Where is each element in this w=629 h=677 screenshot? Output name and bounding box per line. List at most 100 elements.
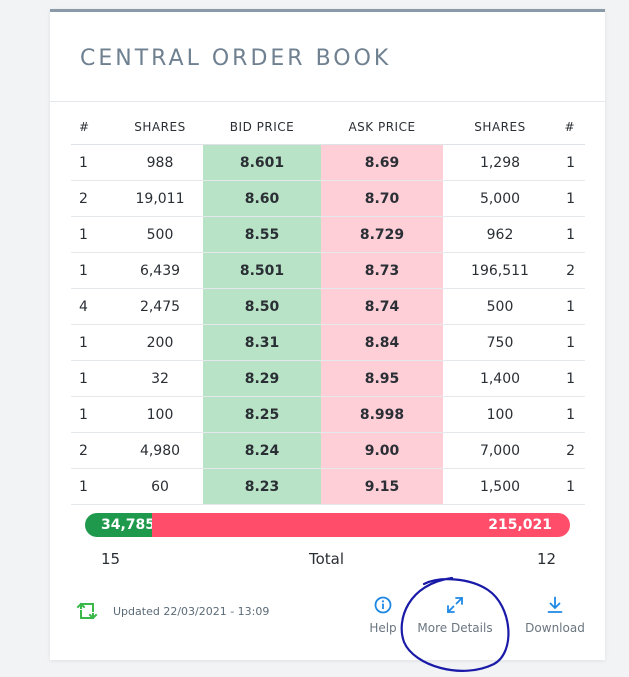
ask-count-cell: 1 bbox=[557, 144, 585, 181]
ask-price-cell: 8.69 bbox=[321, 144, 443, 181]
info-icon bbox=[374, 596, 392, 614]
bid-count-cell: 1 bbox=[71, 324, 117, 361]
ask-price-cell: 8.70 bbox=[321, 180, 443, 217]
bid-count-cell: 1 bbox=[71, 468, 117, 505]
table-row: 1 6,439 8.501 8.73 196,511 2 bbox=[71, 252, 585, 289]
ask-shares-cell: 1,298 bbox=[443, 144, 557, 181]
ask-count-cell: 1 bbox=[557, 324, 585, 361]
table-header-row: # SHARES BID PRICE ASK PRICE SHARES # bbox=[71, 110, 585, 145]
ask-count-cell: 1 bbox=[557, 216, 585, 253]
bid-volume-total: 34,785 bbox=[101, 517, 156, 533]
bid-shares-cell: 500 bbox=[117, 216, 203, 253]
ask-price-cell: 8.95 bbox=[321, 360, 443, 397]
refresh-icon[interactable] bbox=[76, 600, 98, 622]
ask-count-cell: 1 bbox=[557, 468, 585, 505]
column-header-ask-price: ASK PRICE bbox=[321, 110, 443, 145]
ask-count-cell: 1 bbox=[557, 396, 585, 433]
bid-shares-cell: 988 bbox=[117, 144, 203, 181]
ask-shares-cell: 5,000 bbox=[443, 180, 557, 217]
ask-volume-total: 215,021 bbox=[488, 517, 552, 533]
bid-count-cell: 1 bbox=[71, 396, 117, 433]
help-label: Help bbox=[369, 621, 397, 635]
ask-price-cell: 8.73 bbox=[321, 252, 443, 289]
ask-price-cell: 8.729 bbox=[321, 216, 443, 253]
ask-price-cell: 8.74 bbox=[321, 288, 443, 325]
table-row: 1 988 8.601 8.69 1,298 1 bbox=[71, 144, 585, 181]
column-header-ask-count: # bbox=[557, 110, 585, 145]
bid-count-cell: 4 bbox=[71, 288, 117, 325]
bid-price-cell: 8.31 bbox=[203, 324, 321, 361]
page-title: CENTRAL ORDER BOOK bbox=[80, 46, 392, 71]
ask-count-cell: 1 bbox=[557, 180, 585, 217]
bid-shares-cell: 60 bbox=[117, 468, 203, 505]
bid-price-cell: 8.60 bbox=[203, 180, 321, 217]
ask-count-cell: 1 bbox=[557, 288, 585, 325]
download-label: Download bbox=[525, 621, 585, 635]
order-book-card: CENTRAL ORDER BOOK # SHARES BID PRICE AS… bbox=[50, 9, 605, 660]
ask-price-cell: 8.998 bbox=[321, 396, 443, 433]
column-header-bid-count: # bbox=[71, 110, 117, 145]
ask-volume-segment: 215,021 bbox=[152, 513, 570, 537]
table-row: 2 19,011 8.60 8.70 5,000 1 bbox=[71, 180, 585, 217]
more-details-button[interactable]: More Details bbox=[412, 595, 498, 635]
bid-shares-cell: 100 bbox=[117, 396, 203, 433]
help-button[interactable]: Help bbox=[360, 595, 406, 635]
bid-price-cell: 8.50 bbox=[203, 288, 321, 325]
table-row: 1 500 8.55 8.729 962 1 bbox=[71, 216, 585, 253]
ask-count-cell: 2 bbox=[557, 432, 585, 469]
bid-price-cell: 8.55 bbox=[203, 216, 321, 253]
total-label: Total bbox=[309, 550, 345, 568]
bid-shares-cell: 200 bbox=[117, 324, 203, 361]
volume-balance-bar: 34,785 215,021 bbox=[85, 513, 570, 537]
table-row: 1 60 8.23 9.15 1,500 1 bbox=[71, 468, 585, 505]
column-header-bid-price: BID PRICE bbox=[203, 110, 321, 145]
expand-icon bbox=[447, 597, 463, 613]
column-header-bid-shares: SHARES bbox=[117, 110, 203, 145]
bid-count-cell: 1 bbox=[71, 360, 117, 397]
table-row: 2 4,980 8.24 9.00 7,000 2 bbox=[71, 432, 585, 469]
ask-price-cell: 9.15 bbox=[321, 468, 443, 505]
download-icon bbox=[547, 596, 563, 613]
title-divider bbox=[50, 101, 605, 102]
table-row: 1 100 8.25 8.998 100 1 bbox=[71, 396, 585, 433]
bid-volume-segment: 34,785 bbox=[85, 513, 156, 537]
bid-price-cell: 8.29 bbox=[203, 360, 321, 397]
bid-count-cell: 2 bbox=[71, 432, 117, 469]
bid-count-cell: 2 bbox=[71, 180, 117, 217]
more-details-label: More Details bbox=[417, 621, 493, 635]
ask-count-cell: 1 bbox=[557, 360, 585, 397]
bid-price-cell: 8.25 bbox=[203, 396, 321, 433]
bid-orders-total: 15 bbox=[101, 550, 121, 568]
download-button[interactable]: Download bbox=[520, 595, 590, 635]
bid-price-cell: 8.23 bbox=[203, 468, 321, 505]
ask-shares-cell: 100 bbox=[443, 396, 557, 433]
bid-shares-cell: 19,011 bbox=[117, 180, 203, 217]
bid-price-cell: 8.24 bbox=[203, 432, 321, 469]
bid-count-cell: 1 bbox=[71, 216, 117, 253]
bid-shares-cell: 6,439 bbox=[117, 252, 203, 289]
ask-price-cell: 8.84 bbox=[321, 324, 443, 361]
ask-shares-cell: 1,400 bbox=[443, 360, 557, 397]
bid-price-cell: 8.501 bbox=[203, 252, 321, 289]
ask-shares-cell: 750 bbox=[443, 324, 557, 361]
ask-price-cell: 9.00 bbox=[321, 432, 443, 469]
ask-shares-cell: 962 bbox=[443, 216, 557, 253]
bid-shares-cell: 32 bbox=[117, 360, 203, 397]
order-book-rows: 1 988 8.601 8.69 1,298 1 2 19,011 8.60 8… bbox=[71, 144, 585, 505]
bid-shares-cell: 2,475 bbox=[117, 288, 203, 325]
order-book-table: # SHARES BID PRICE ASK PRICE SHARES # 1 … bbox=[71, 110, 585, 505]
table-row: 4 2,475 8.50 8.74 500 1 bbox=[71, 288, 585, 325]
ask-shares-cell: 1,500 bbox=[443, 468, 557, 505]
ask-shares-cell: 7,000 bbox=[443, 432, 557, 469]
column-header-ask-shares: SHARES bbox=[443, 110, 557, 145]
ask-shares-cell: 500 bbox=[443, 288, 557, 325]
bid-count-cell: 1 bbox=[71, 252, 117, 289]
bid-price-cell: 8.601 bbox=[203, 144, 321, 181]
ask-shares-cell: 196,511 bbox=[443, 252, 557, 289]
last-updated-text: Updated 22/03/2021 - 13:09 bbox=[113, 605, 270, 618]
ask-orders-total: 12 bbox=[537, 550, 557, 568]
ask-count-cell: 2 bbox=[557, 252, 585, 289]
table-row: 1 32 8.29 8.95 1,400 1 bbox=[71, 360, 585, 397]
bid-shares-cell: 4,980 bbox=[117, 432, 203, 469]
table-row: 1 200 8.31 8.84 750 1 bbox=[71, 324, 585, 361]
